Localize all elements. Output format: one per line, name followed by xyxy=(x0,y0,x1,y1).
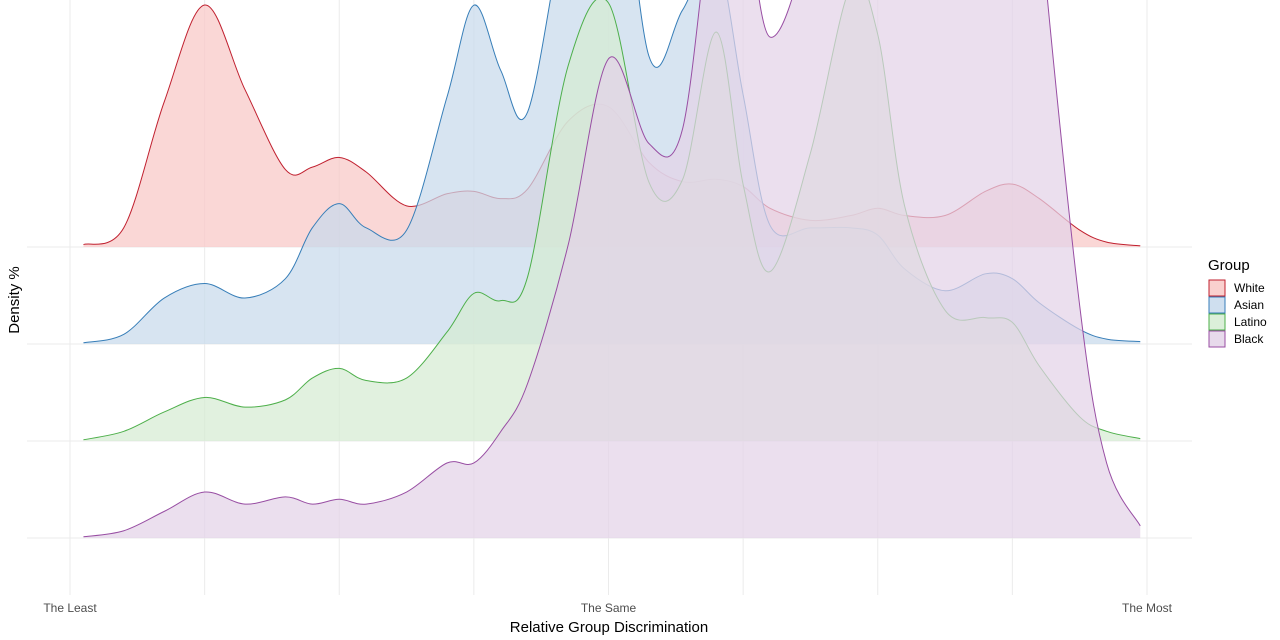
ridge-black xyxy=(83,0,1141,538)
x-tick-label: The Same xyxy=(581,601,637,615)
legend-label-asian: Asian xyxy=(1234,298,1264,312)
x-tick-label: The Most xyxy=(1122,601,1173,615)
legend-key-white xyxy=(1208,279,1226,297)
legend-key-latino xyxy=(1208,313,1226,331)
legend-label-black: Black xyxy=(1234,332,1264,346)
legend-key-asian xyxy=(1208,296,1226,314)
legend: Group White Asian Latino Black xyxy=(1208,257,1267,348)
ridge-area-black xyxy=(83,0,1141,538)
x-axis-title: Relative Group Discrimination xyxy=(510,619,708,636)
legend-label-white: White xyxy=(1234,281,1265,295)
legend-label-latino: Latino xyxy=(1234,315,1267,329)
legend-title: Group xyxy=(1208,257,1250,274)
ridge-line-black xyxy=(83,0,1141,538)
density-ridges xyxy=(83,0,1141,538)
legend-key-black xyxy=(1208,330,1226,348)
x-tick-label: The Least xyxy=(43,601,97,615)
legend-items: White Asian Latino Black xyxy=(1208,279,1267,348)
y-axis-title: Density % xyxy=(6,266,23,334)
x-axis-ticks: The Least The Same The Most xyxy=(43,601,1172,615)
